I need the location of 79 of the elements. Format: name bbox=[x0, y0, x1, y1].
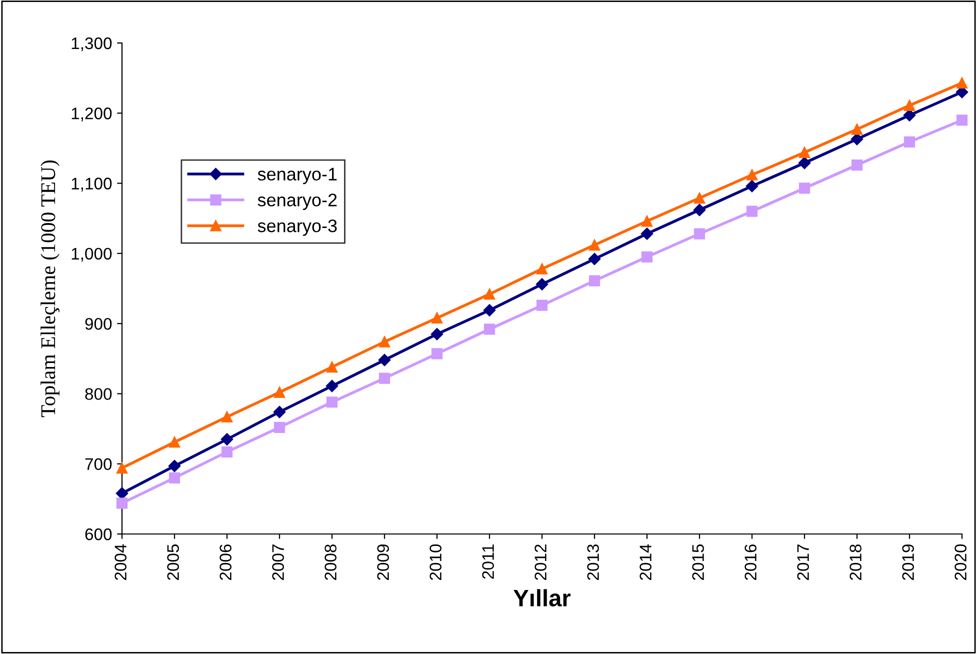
point bbox=[536, 300, 548, 311]
point bbox=[274, 386, 286, 398]
point bbox=[484, 288, 496, 300]
x-tick-label: 2009 bbox=[377, 544, 389, 580]
point bbox=[694, 228, 706, 240]
point bbox=[851, 124, 863, 135]
x-axis-title: Yıllar bbox=[514, 589, 571, 606]
point bbox=[536, 263, 548, 274]
x-tick-label: 2006 bbox=[220, 544, 232, 580]
x-tick-label: 2019 bbox=[902, 544, 914, 580]
y-tick-label: 1,000 bbox=[72, 248, 112, 262]
point bbox=[116, 462, 128, 474]
point bbox=[326, 362, 338, 373]
point bbox=[588, 275, 600, 286]
x-tick-label: 2013 bbox=[587, 544, 599, 580]
point bbox=[431, 348, 443, 360]
x-tick-label: 2014 bbox=[640, 544, 652, 580]
y-tick-label: 600 bbox=[85, 528, 112, 540]
point bbox=[798, 182, 810, 194]
point bbox=[588, 252, 601, 266]
point bbox=[483, 304, 496, 316]
y-axis-title: Toplam Elleçleme (1000 TEU) bbox=[40, 160, 60, 418]
point bbox=[378, 336, 390, 348]
point bbox=[274, 422, 286, 433]
point bbox=[746, 206, 758, 217]
point bbox=[168, 472, 180, 484]
point bbox=[273, 406, 286, 418]
point bbox=[326, 396, 338, 408]
x-tick-label: 2012 bbox=[534, 544, 546, 580]
x-tick-label: 2010 bbox=[430, 544, 442, 580]
legend-label: senaryo-1 bbox=[258, 168, 337, 184]
point bbox=[640, 228, 654, 240]
point bbox=[484, 324, 496, 335]
y-tick-label: 1,300 bbox=[72, 37, 112, 52]
point bbox=[798, 156, 811, 170]
point bbox=[850, 133, 864, 146]
point bbox=[431, 312, 443, 324]
point bbox=[378, 372, 390, 384]
x-tick-label: 2017 bbox=[797, 544, 809, 580]
point bbox=[378, 354, 391, 366]
point bbox=[956, 114, 968, 126]
point bbox=[588, 239, 600, 251]
x-tick-label: 2004 bbox=[114, 544, 126, 580]
point bbox=[693, 204, 706, 216]
y-tick-label: 800 bbox=[85, 388, 112, 400]
x-tick-label: 2005 bbox=[167, 544, 179, 580]
x-tick-label: 2007 bbox=[272, 544, 284, 580]
point bbox=[168, 460, 181, 472]
point bbox=[798, 146, 810, 158]
point bbox=[746, 169, 758, 180]
legend-label: senaryo-2 bbox=[258, 194, 337, 210]
point bbox=[851, 159, 863, 171]
point bbox=[326, 380, 338, 392]
point bbox=[904, 136, 916, 148]
legend-label: senaryo-3 bbox=[258, 219, 337, 236]
point bbox=[641, 216, 653, 227]
point bbox=[904, 100, 916, 111]
point bbox=[168, 436, 180, 448]
x-tick-label: 2015 bbox=[692, 544, 704, 580]
x-tick-label: 2016 bbox=[744, 544, 756, 580]
point bbox=[641, 251, 653, 262]
x-tick-label: 2008 bbox=[324, 544, 336, 580]
point bbox=[116, 487, 128, 500]
point bbox=[746, 180, 758, 192]
x-tick-label: 2011 bbox=[482, 544, 494, 579]
x-tick-label: 2020 bbox=[954, 544, 966, 580]
point bbox=[694, 192, 706, 204]
y-tick-label: 1,200 bbox=[72, 108, 112, 122]
point bbox=[221, 446, 233, 458]
y-tick-label: 700 bbox=[85, 458, 112, 470]
point bbox=[956, 77, 968, 89]
point bbox=[116, 498, 128, 509]
x-tick-label: 2018 bbox=[850, 544, 862, 580]
point bbox=[220, 433, 234, 446]
point bbox=[221, 411, 233, 422]
y-tick-label: 1,100 bbox=[72, 178, 112, 192]
point bbox=[430, 328, 444, 340]
y-tick-label: 900 bbox=[85, 318, 112, 330]
point bbox=[536, 278, 548, 290]
